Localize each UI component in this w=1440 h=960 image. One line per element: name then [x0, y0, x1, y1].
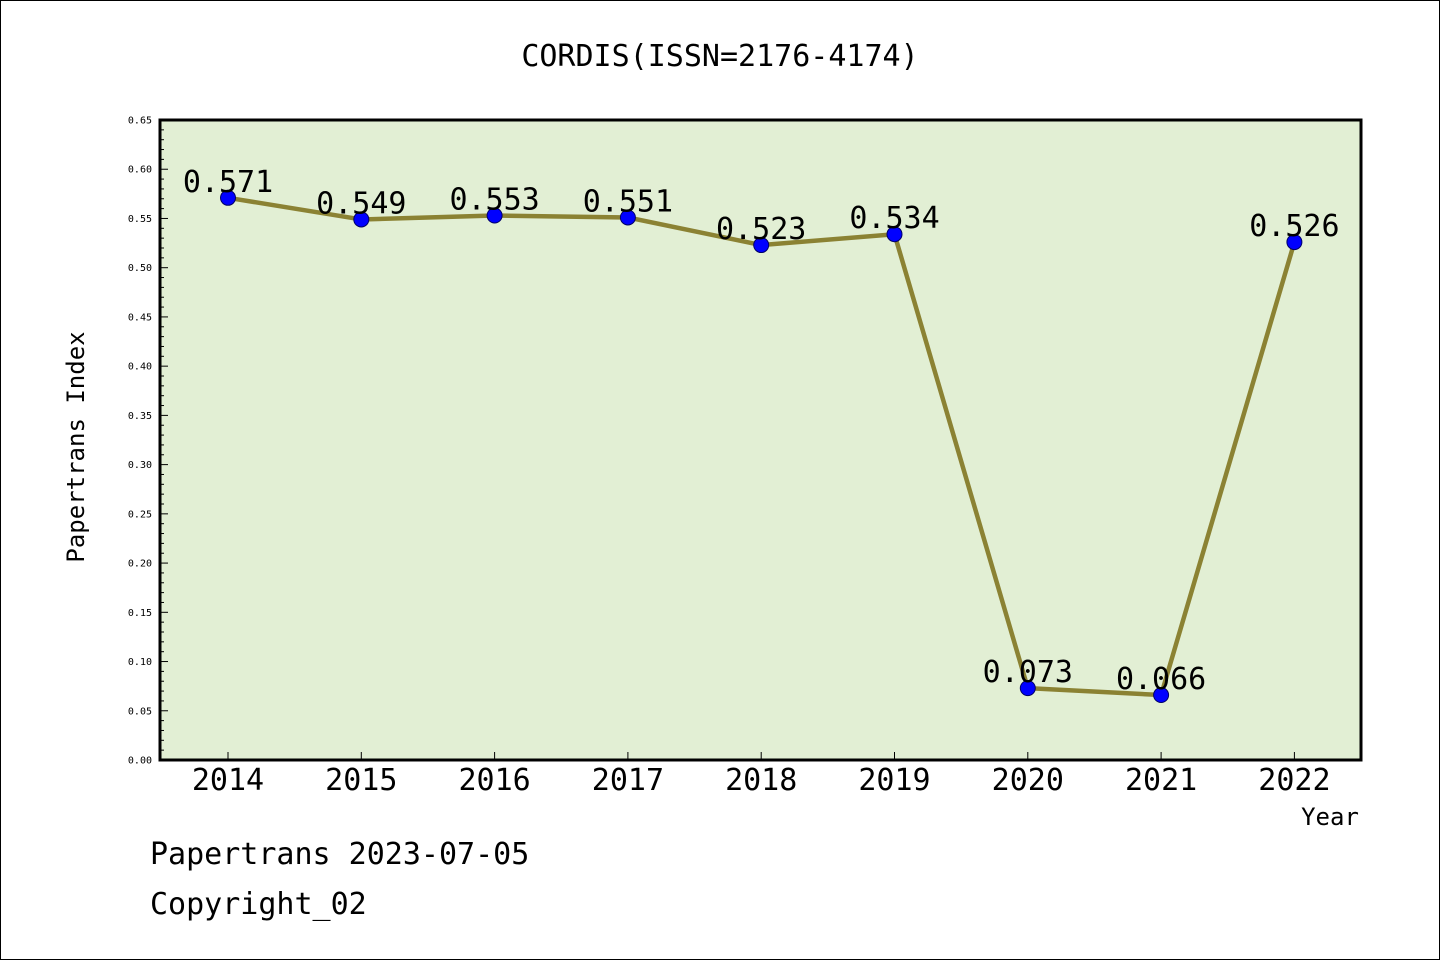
x-tick-label: 2015: [325, 763, 397, 798]
data-point: [486, 207, 503, 224]
y-axis-title: Papertrans Index: [62, 331, 90, 562]
data-point: [886, 226, 903, 243]
x-tick-label: 2016: [458, 763, 530, 798]
data-label: 0.534: [849, 201, 939, 236]
data-label: 0.553: [449, 183, 539, 218]
x-tick-label: 2018: [725, 763, 797, 798]
chart-title: CORDIS(ISSN=2176-4174): [521, 39, 918, 74]
data-point: [619, 209, 636, 226]
y-tick-label: 0.20: [128, 559, 152, 570]
y-tick-label: 0.00: [128, 756, 152, 767]
y-tick-label: 0.25: [128, 509, 152, 520]
data-point: [1019, 680, 1036, 697]
data-label: 0.571: [183, 165, 273, 200]
data-label: 0.073: [983, 655, 1073, 690]
data-point: [1286, 234, 1303, 251]
data-point: [220, 189, 236, 206]
data-label: 0.551: [583, 184, 673, 219]
x-axis-title: Year: [1301, 803, 1359, 831]
y-tick-label: 0.10: [128, 657, 152, 668]
y-tick-label: 0.60: [128, 165, 152, 176]
y-tick-label: 0.05: [128, 706, 152, 717]
data-label: 0.523: [716, 212, 806, 247]
x-tick-label: 2021: [1125, 763, 1197, 798]
y-tick-label: 0.35: [128, 411, 152, 422]
x-tick-label: 2014: [192, 763, 264, 798]
y-tick-label: 0.30: [128, 460, 152, 471]
data-label: 0.526: [1249, 209, 1339, 244]
footer-copyright: Copyright_02: [150, 887, 367, 922]
data-point: [1153, 687, 1170, 704]
data-point: [353, 211, 370, 228]
plot-border: [158, 118, 1363, 762]
y-tick-label: 0.65: [128, 116, 152, 127]
y-tick-label: 0.50: [128, 263, 152, 274]
x-tick-label: 2022: [1258, 763, 1330, 798]
series-line-group: 0.571 0.549 0.553 0.551 0.523 0.534 0.073 0.066…: [183, 165, 1340, 704]
y-tick-label: 0.15: [128, 608, 152, 619]
x-axis: 2014 2015 2016 2017 2018 2019 2020 2021 2022: [192, 752, 1331, 798]
data-point: [753, 237, 770, 254]
data-label: 0.549: [316, 186, 406, 221]
y-tick-label: 0.40: [128, 362, 152, 373]
data-label: 0.066: [1116, 662, 1206, 697]
y-tick-label: 0.45: [128, 312, 152, 323]
x-tick-label: 2019: [858, 763, 930, 798]
x-tick-label: 2017: [592, 763, 664, 798]
footer-date: Papertrans 2023-07-05: [150, 837, 529, 872]
y-tick-label: 0.55: [128, 214, 152, 225]
y-axis: 0.00 0.05 0.10 0.15 0.20 0.25 0.30 0.35 0.40 0.45…: [128, 116, 168, 767]
x-tick-label: 2020: [992, 763, 1064, 798]
